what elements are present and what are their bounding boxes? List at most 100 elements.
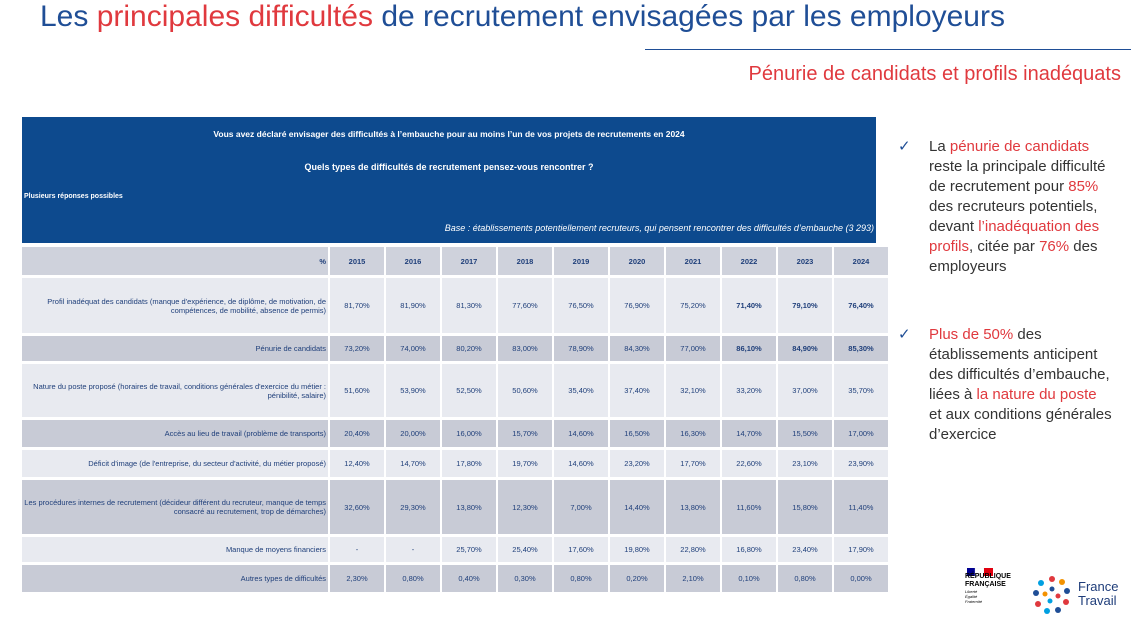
cell: 0,80%: [386, 565, 440, 592]
cell: 0,00%: [834, 565, 888, 592]
bullet-text: des employeurs: [929, 238, 1098, 275]
column-header: %: [22, 247, 328, 275]
cell: 7,00%: [554, 480, 608, 534]
table-row: Accès au lieu de travail (problème de tr…: [22, 420, 888, 447]
bullet-text: et aux conditions générales d’exercice: [929, 406, 1112, 443]
column-header: 2020: [610, 247, 664, 275]
brand-logo-dots: [1033, 576, 1070, 614]
cell: 35,40%: [554, 364, 608, 417]
cell: 53,90%: [386, 364, 440, 417]
column-header: 2015: [330, 247, 384, 275]
bullet-text: Plus de 50%: [929, 326, 1014, 343]
cell: 78,90%: [554, 336, 608, 361]
cell: 76,50%: [554, 278, 608, 333]
cell: 13,80%: [442, 480, 496, 534]
bullet: ✓ Plus de 50% des établissements anticipe…: [898, 325, 1113, 445]
cell: 83,00%: [498, 336, 552, 361]
cell: 16,50%: [610, 420, 664, 447]
republique-logo: RÉPUBLIQUE FRANÇAISE Liberté Égalité Fra…: [965, 573, 1011, 604]
cell: 76,90%: [610, 278, 664, 333]
row-label: Autres types de difficultés: [22, 565, 328, 592]
column-header: 2016: [386, 247, 440, 275]
cell: 71,40%: [722, 278, 776, 333]
title-part: Les: [40, 0, 89, 33]
header-row: % 2015 2016 2017 2018 2019 2020 2021 2022 2023 202…: [22, 247, 888, 275]
logo-text: RÉPUBLIQUE: [965, 573, 1011, 580]
cell: 29,30%: [386, 480, 440, 534]
table: % 2015 2016 2017 2018 2019 2020 2021 2022 2023 202…: [20, 244, 890, 595]
column-header: 2023: [778, 247, 832, 275]
column-header: 2017: [442, 247, 496, 275]
logo-motto: Liberté: [965, 589, 978, 594]
cell: 51,60%: [330, 364, 384, 417]
bullet-marker: ✓: [898, 326, 911, 343]
logo-text: FRANÇAISE: [965, 581, 1006, 588]
cell: 16,30%: [666, 420, 720, 447]
cell: 84,30%: [610, 336, 664, 361]
cell: 17,00%: [834, 420, 888, 447]
cell: 79,10%: [778, 278, 832, 333]
bullet-text: , citée par: [969, 238, 1040, 255]
row-label: Déficit d'image (de l'entreprise, du sec…: [22, 450, 328, 477]
bullet: ✓ La pénurie de candidats reste la princi…: [898, 137, 1113, 277]
brand-logo: France Travail: [1078, 580, 1118, 608]
cell: 77,60%: [498, 278, 552, 333]
title-part: principales difficultés: [96, 0, 373, 33]
cell: 25,70%: [442, 537, 496, 562]
cell: 81,70%: [330, 278, 384, 333]
cell: 81,30%: [442, 278, 496, 333]
table-row: Autres types de difficultés 2,30% 0,80% 0,4…: [22, 565, 888, 592]
table-row: Profil inadéquat des candidats (manque d…: [22, 278, 888, 333]
cell: 0,20%: [610, 565, 664, 592]
cell: 15,70%: [498, 420, 552, 447]
cell: 15,80%: [778, 480, 832, 534]
cell: 0,80%: [778, 565, 832, 592]
title: Les principales difficultés de recruteme…: [40, 0, 1131, 34]
cell: -: [386, 537, 440, 562]
subquestion: Quels types de difficultés de recrutemen…: [304, 162, 594, 172]
table-row: Déficit d'image (de l'entreprise, du sec…: [22, 450, 888, 477]
bullet-text: 76%: [1039, 238, 1070, 255]
cell: 52,50%: [442, 364, 496, 417]
base: Base : établissements potentiellement re…: [444, 223, 874, 233]
cell: 23,90%: [834, 450, 888, 477]
title-part: de recrutement envisagées par les employ…: [381, 0, 1005, 33]
cell: 80,20%: [442, 336, 496, 361]
column-header: 2019: [554, 247, 608, 275]
cell: 50,60%: [498, 364, 552, 417]
logo-motto: Fraternité: [965, 599, 983, 604]
cell: 22,80%: [666, 537, 720, 562]
cell: 17,60%: [554, 537, 608, 562]
logo-text: France: [1078, 579, 1119, 594]
row-label: Les procédures internes de recrutement (…: [22, 480, 328, 534]
bullet-marker: ✓: [898, 138, 911, 155]
cell: 32,60%: [330, 480, 384, 534]
cell: -: [330, 537, 384, 562]
cell: 74,00%: [386, 336, 440, 361]
bullet-text: des établissements anticipent des diffic…: [929, 326, 1110, 403]
question: Vous avez déclaré envisager des difficul…: [213, 129, 685, 139]
cell: 17,90%: [834, 537, 888, 562]
cell: 0,10%: [722, 565, 776, 592]
cell: 19,80%: [610, 537, 664, 562]
cell: 14,70%: [386, 450, 440, 477]
bullet-text: des recruteurs potentiels, devant: [929, 198, 1098, 235]
note: Plusieurs réponses possibles: [24, 193, 123, 200]
cell: 16,80%: [722, 537, 776, 562]
cell: 35,70%: [834, 364, 888, 417]
cell: 12,30%: [498, 480, 552, 534]
cell: 11,40%: [834, 480, 888, 534]
bullet-text: l’inadéquation des profils: [929, 218, 1100, 255]
row-label: Nature du poste proposé (horaires de tra…: [22, 364, 328, 417]
title-rule: [645, 49, 1131, 50]
bullet-text: pénurie de candidats: [949, 138, 1090, 155]
cell: 2,30%: [330, 565, 384, 592]
cell: 17,80%: [442, 450, 496, 477]
cell: 2,10%: [666, 565, 720, 592]
cell: 17,70%: [666, 450, 720, 477]
cell: 23,40%: [778, 537, 832, 562]
subtitle: Pénurie de candidats et profils inadéqua…: [748, 63, 1121, 85]
logo-text: Travail: [1078, 593, 1117, 608]
cell: 14,60%: [554, 450, 608, 477]
